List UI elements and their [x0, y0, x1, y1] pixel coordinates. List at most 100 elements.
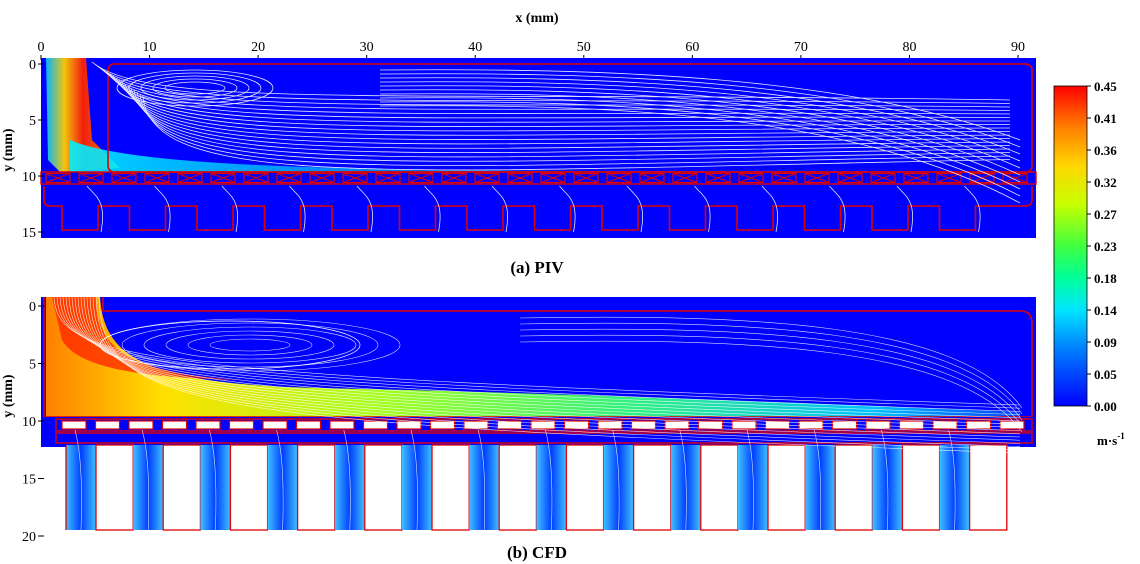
cfd-streamline [83, 296, 1021, 438]
x-tick-label: 50 [577, 40, 591, 55]
cfd-channel-streamline [209, 429, 217, 531]
cfd-channel-wall [834, 444, 874, 531]
cfd-channel-wall [498, 444, 538, 531]
cfd-channel-wall [296, 444, 336, 531]
piv-slot-box [870, 172, 896, 184]
colorbar-tick-label: 0.27 [1094, 207, 1117, 222]
x-tick-label: 30 [360, 40, 374, 55]
cfd-slot-box [94, 420, 121, 430]
piv-slot-box [705, 172, 731, 184]
piv-channel-streamline [491, 185, 508, 233]
cfd-channel [402, 445, 432, 530]
cfd-channel [200, 445, 231, 530]
piv-streamline [94, 63, 1011, 104]
piv-streamline [127, 85, 1011, 149]
y-tick-label: 0 [29, 58, 36, 73]
cfd-slot-box [329, 420, 355, 430]
piv-slot-box [177, 172, 203, 184]
y-tick-label: 15 [22, 473, 36, 488]
piv-slot-box [342, 172, 368, 184]
cfd-slot-box [798, 420, 824, 430]
cfd-slot-box [128, 420, 154, 430]
piv-slot-box [441, 172, 467, 184]
colorbar-tick-label: 0.05 [1094, 367, 1117, 382]
piv-slot-box [45, 172, 71, 184]
cfd-streamline [80, 296, 1021, 435]
cfd-channel-streamline [746, 429, 754, 531]
piv-slot-box [78, 172, 104, 184]
piv-slot-box [1002, 172, 1028, 184]
cfd-vortex-streamline [209, 338, 291, 352]
cfd-streamline [53, 296, 1021, 406]
piv-channel-streamline [694, 185, 711, 233]
colorbar-unit-exponent: -1 [1117, 431, 1125, 441]
piv-streamline [379, 69, 1021, 141]
cfd-caption: (b) CFD [507, 543, 567, 562]
piv-slot-box [474, 172, 500, 184]
piv-streamline [379, 105, 1021, 204]
cfd-slot-box [664, 420, 690, 430]
x-axis: x (mm) 0 10 20 30 40 50 60 70 80 90 [38, 11, 1025, 60]
piv-slot-box [639, 172, 665, 184]
cfd-streamline [519, 316, 1023, 409]
cfd-channel-streamline [343, 429, 351, 531]
panel-piv: y (mm) 0 5 10 15 (a) PIV [1, 58, 1037, 277]
cfd-slot-box [61, 420, 87, 430]
piv-streamline [100, 67, 1011, 111]
piv-slot-box [738, 172, 764, 184]
piv-streamline [124, 83, 1011, 145]
cfd-channel-streamline [545, 429, 553, 531]
cfd-streamline [89, 296, 1021, 444]
cfd-streamline [519, 322, 1023, 415]
cfd-vortex-streamline [99, 318, 401, 372]
cfd-channel-streamline [679, 429, 687, 531]
piv-channel-streamline [626, 185, 643, 233]
cfd-slot-box [362, 420, 389, 430]
cfd-streamline [62, 296, 1021, 415]
cfd-vortex-streamline [187, 334, 313, 356]
cfd-channel [805, 445, 836, 530]
piv-slot-box [771, 172, 797, 184]
cfd-streamlines [53, 296, 1023, 531]
piv-slot-box [309, 172, 335, 184]
colorbar-tick-label: 0.23 [1094, 239, 1117, 254]
colorbar-tick-label: 0.45 [1094, 79, 1117, 94]
cfd-streamline [519, 340, 1023, 433]
piv-streamline [115, 77, 1011, 132]
piv-slot-box [408, 172, 434, 184]
piv-channel-streamline [559, 185, 576, 233]
piv-channel-streamline [964, 185, 981, 233]
cfd-channel-streamline [813, 429, 822, 531]
cfd-channel-wall [364, 444, 403, 531]
piv-streamlines [86, 61, 1021, 233]
y-tick-label: 5 [29, 114, 36, 129]
y-tick-label: 5 [29, 358, 36, 373]
cfd-channel [66, 445, 96, 530]
piv-streamline [118, 79, 1011, 136]
cfd-slot-box [530, 420, 556, 430]
x-tick-label: 90 [1011, 40, 1025, 55]
cfd-jet [46, 297, 1020, 417]
cfd-slot-box [295, 420, 322, 430]
cfd-y-axis-label: y (mm) [1, 374, 16, 417]
cfd-channel [872, 445, 903, 530]
piv-slot-box [507, 172, 533, 184]
colorbar-unit: m·s-1 [1097, 431, 1125, 448]
cfd-vortex-streamline [121, 322, 379, 368]
cfd-channel-streamline [881, 429, 889, 531]
cfd-channel [133, 445, 164, 530]
y-tick-label: 20 [22, 530, 36, 545]
piv-vortex-streamline [164, 81, 226, 95]
cfd-slot-box [597, 420, 623, 430]
piv-slot-row [40, 171, 1037, 185]
piv-vortex-streamline [140, 75, 250, 101]
piv-streamline [106, 71, 1011, 119]
cfd-channel-wall [968, 444, 1008, 531]
piv-streamline [133, 89, 1011, 158]
cfd-channel [939, 445, 970, 530]
piv-slot-box [804, 172, 830, 184]
cfd-channel-streamline [410, 429, 418, 531]
piv-channel-streamline [289, 185, 306, 233]
cfd-slot-box [429, 420, 456, 430]
